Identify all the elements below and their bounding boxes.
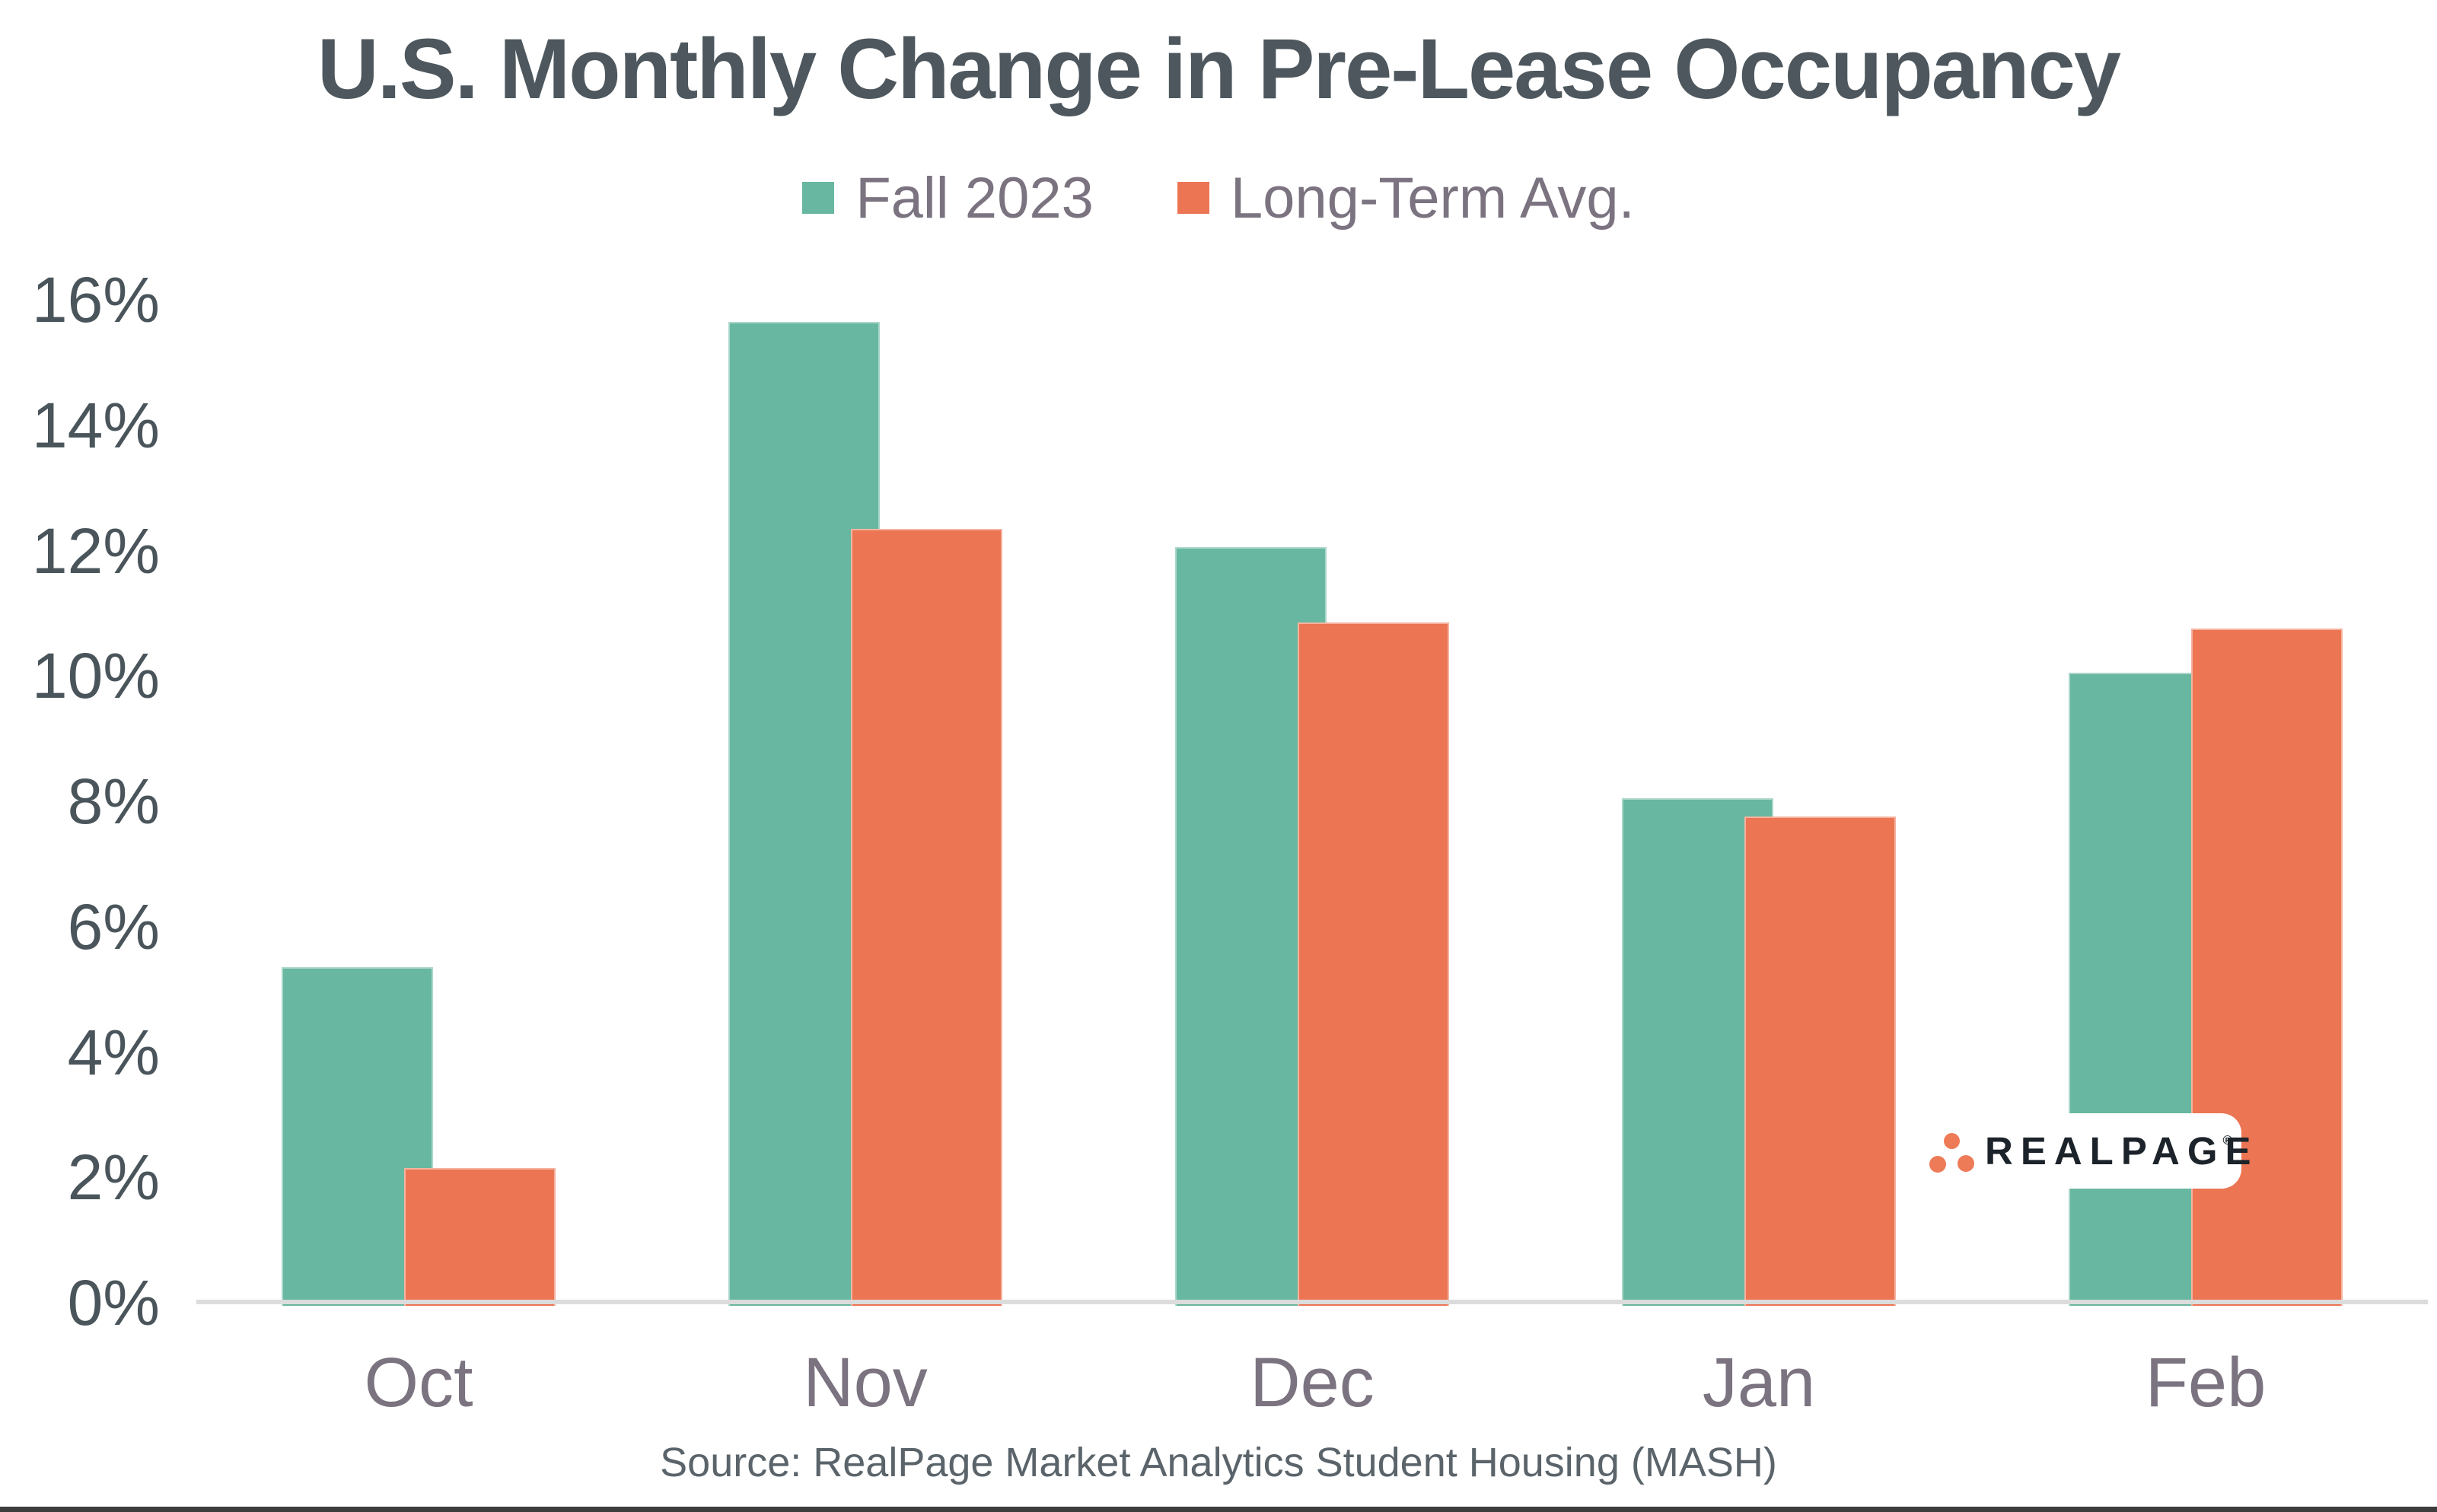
bar-nov-long-term-avg	[851, 529, 1002, 1306]
bar-feb-long-term-avg	[2191, 629, 2343, 1306]
y-axis-label: 0%	[67, 1267, 160, 1339]
fall-2023-swatch	[802, 182, 835, 214]
x-axis-line	[196, 1300, 2428, 1304]
y-axis-label: 6%	[67, 890, 160, 963]
y-axis-label: 14%	[31, 389, 160, 461]
y-axis-label: 12%	[31, 514, 160, 587]
x-axis-label-nov: Nov	[803, 1344, 928, 1421]
y-axis-label: 16%	[31, 264, 160, 336]
bar-dec-long-term-avg	[1298, 622, 1449, 1306]
long-term-avg-swatch	[1177, 182, 1209, 214]
logo-dot-icon	[1944, 1133, 1960, 1149]
fall-2023-label: Fall 2023	[855, 165, 1094, 231]
registered-trademark-icon: ®	[2222, 1133, 2232, 1148]
x-axis-label-oct: Oct	[364, 1344, 473, 1421]
legend: Fall 2023 Long-Term Avg.	[0, 152, 2437, 244]
x-axis-label-jan: Jan	[1702, 1344, 1816, 1421]
long-term-avg-label: Long-Term Avg.	[1230, 165, 1635, 231]
legend-item-long-term-avg: Long-Term Avg.	[1177, 165, 1635, 231]
y-axis-label: 10%	[31, 640, 160, 712]
logo-dot-icon	[1958, 1155, 1974, 1172]
y-axis-label: 2%	[67, 1141, 160, 1214]
logo-dot-icon	[1929, 1156, 1946, 1173]
x-axis-label-feb: Feb	[2145, 1344, 2267, 1421]
chart-title: U.S. Monthly Change in Pre-Lease Occupan…	[317, 21, 2121, 116]
y-axis-label: 4%	[67, 1016, 160, 1088]
y-axis-label: 8%	[67, 766, 160, 837]
source-note: Source: RealPage Market Analytics Studen…	[660, 1440, 1777, 1485]
realpage-logo: REALPAGE ®	[1918, 1113, 2251, 1189]
bar-oct-long-term-avg	[404, 1168, 556, 1306]
x-axis-label-dec: Dec	[1250, 1344, 1375, 1421]
logo-wordmark: REALPAGE	[1985, 1129, 2259, 1173]
legend-item-fall-2023: Fall 2023	[802, 165, 1094, 231]
bar-jan-long-term-avg	[1744, 816, 1896, 1306]
bottom-border	[0, 1507, 2437, 1512]
